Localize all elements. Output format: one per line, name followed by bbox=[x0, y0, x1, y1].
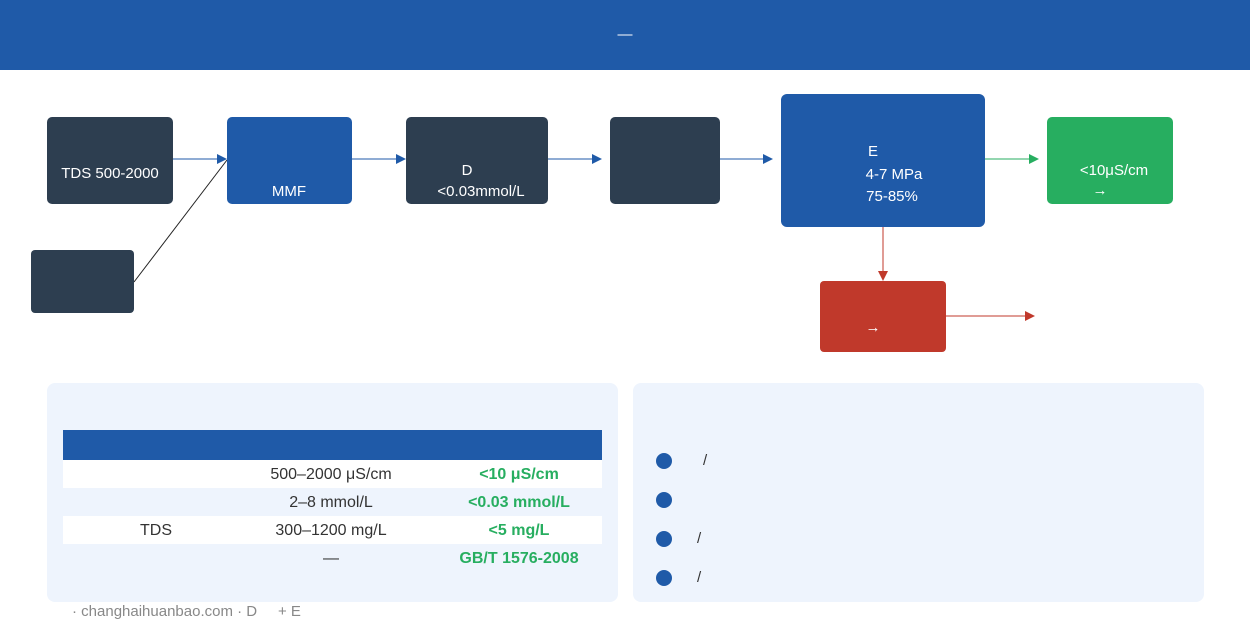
node-reject bbox=[820, 281, 946, 352]
node-source bbox=[47, 117, 173, 204]
node-softener bbox=[406, 117, 548, 204]
table-body: 500–2000 μS/cm <10 μS/cm 2–8 mmol/L <0.03 m… bbox=[140, 466, 579, 567]
table-cell: — bbox=[323, 550, 339, 567]
bullet bbox=[656, 492, 672, 508]
note-text: / bbox=[697, 530, 702, 547]
node-text: → bbox=[866, 319, 881, 336]
node-text: MMF bbox=[272, 183, 306, 200]
table-cell: <0.03 mmol/L bbox=[468, 494, 570, 511]
table-cell: GB/T 1576-2008 bbox=[459, 550, 578, 567]
table-panel bbox=[47, 383, 618, 602]
table-cell: 500–2000 μS/cm bbox=[270, 466, 391, 483]
bullet bbox=[656, 531, 672, 547]
table-cell: TDS bbox=[140, 522, 172, 539]
node-text: TDS 500-2000 bbox=[61, 165, 159, 182]
note-text: / bbox=[703, 452, 708, 469]
node-text: <10μS/cm bbox=[1080, 162, 1148, 179]
node-filter bbox=[227, 117, 352, 204]
node-text: 75-85% bbox=[866, 188, 918, 205]
bullet bbox=[656, 453, 672, 469]
table-cell: <10 μS/cm bbox=[479, 466, 559, 483]
table-row bbox=[63, 460, 602, 488]
node-text: → bbox=[1093, 182, 1108, 199]
node-text: 4-7 MPa bbox=[866, 166, 923, 183]
node-text: D bbox=[462, 162, 473, 179]
node-dosing bbox=[31, 250, 134, 313]
node-product bbox=[1047, 117, 1173, 204]
flow-arrows bbox=[133, 154, 1039, 321]
header-title: — bbox=[618, 26, 633, 43]
header bbox=[0, 0, 1250, 70]
footer-source: · changhaihuanbao.com · D bbox=[72, 603, 257, 620]
table-cell: <5 mg/L bbox=[489, 522, 550, 539]
footer-tail: + E bbox=[278, 603, 301, 620]
table-header bbox=[63, 430, 602, 460]
note-text: / bbox=[697, 569, 702, 586]
table-cell: 300–1200 mg/L bbox=[275, 522, 386, 539]
node-text: E bbox=[868, 143, 878, 160]
notes-panel bbox=[633, 383, 1204, 602]
node-ro bbox=[781, 94, 985, 227]
bullet bbox=[656, 570, 672, 586]
node-tank bbox=[610, 117, 720, 204]
table-row bbox=[63, 516, 602, 544]
node-text: <0.03mmol/L bbox=[437, 183, 524, 200]
table-cell: 2–8 mmol/L bbox=[289, 494, 373, 511]
